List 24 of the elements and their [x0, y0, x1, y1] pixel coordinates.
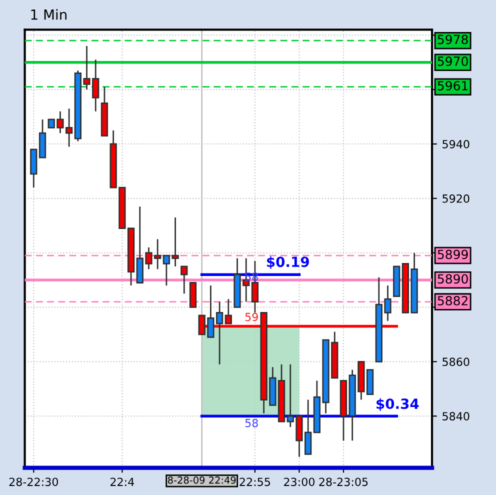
ref-line-label: 5978	[438, 34, 468, 44]
annotation: $0.19	[266, 256, 309, 269]
ref-line-label: 5970	[438, 56, 468, 66]
ref-line-label: 5882	[438, 296, 468, 306]
y-tick-label: 5940	[442, 140, 470, 148]
y-tick-label: 5920	[442, 194, 470, 203]
chart-title: 1 Min	[31, 9, 66, 20]
ref-line-label: 8-28-09 22:49	[168, 476, 236, 484]
ref-line-label: 5899	[438, 250, 468, 260]
x-tick-label: 28-22:30	[9, 478, 58, 486]
x-tick-label: 22:4	[110, 478, 134, 486]
candlestick	[180, 266, 188, 294]
annotation: 58	[245, 272, 258, 281]
annotation: $0.34	[376, 398, 419, 411]
x-tick-label: 22:55	[240, 478, 270, 486]
x-tick-label: 28-23:05	[319, 478, 368, 486]
ref-line-label: 5890	[438, 274, 468, 284]
y-tick-label: 5860	[442, 358, 470, 366]
x-tick-label: 23:00	[284, 478, 314, 486]
candlestick	[224, 298, 232, 324]
annotation: 59	[245, 312, 258, 322]
y-tick-label: 5840	[442, 412, 470, 420]
annotation: 58	[245, 418, 258, 428]
ref-line-label: 5961	[438, 81, 468, 90]
